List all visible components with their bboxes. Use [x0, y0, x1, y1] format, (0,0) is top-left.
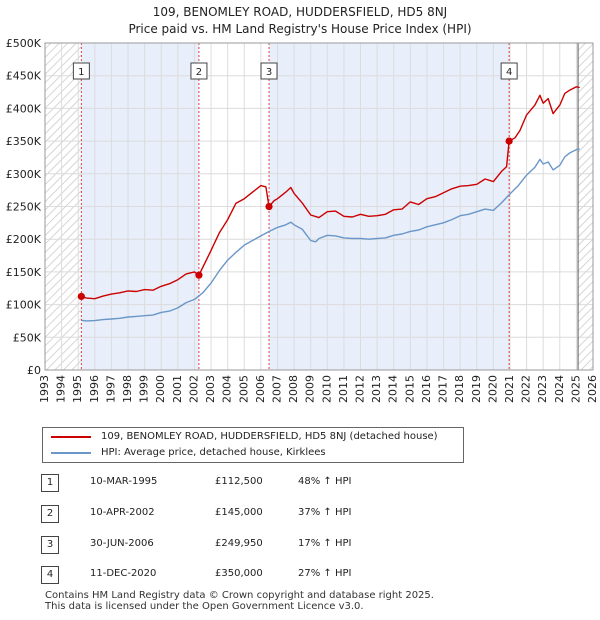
sale-marker — [265, 202, 273, 211]
sale-label-box — [260, 62, 278, 80]
transaction-number: 4 — [41, 566, 59, 584]
x-tick-label: 1999 — [138, 375, 151, 403]
x-tick-label: 2025 — [569, 375, 582, 403]
transaction-date: 10-APR-2002 — [90, 507, 155, 518]
y-tick-label: £250K — [6, 201, 42, 214]
x-tick-label: 2019 — [470, 375, 483, 403]
x-tick-label: 2023 — [536, 375, 549, 403]
x-tick-label: 1993 — [38, 375, 51, 403]
y-tick-label: £0 — [27, 364, 41, 377]
x-tick-label: 2006 — [254, 375, 267, 403]
chart-title-line1: 109, BENOMLEY ROAD, HUDDERSFIELD, HD5 8N… — [152, 5, 448, 19]
x-tick-label: 2007 — [270, 375, 283, 403]
chart-title-line2: Price paid vs. HM Land Registry's House … — [128, 22, 472, 36]
footer-copyright: Contains HM Land Registry data © Crown c… — [45, 590, 434, 601]
legend-swatch-property — [51, 436, 91, 438]
legend: 109, BENOMLEY ROAD, HUDDERSFIELD, HD5 8N… — [42, 427, 464, 463]
x-tick-label: 2003 — [204, 375, 217, 403]
transaction-row: 4 11-DEC-2020 £350,000 27% ↑ HPI — [0, 566, 600, 586]
y-tick-label: £100K — [6, 299, 42, 312]
x-tick-label: 2005 — [237, 375, 250, 403]
x-tick-label: 1996 — [88, 375, 101, 403]
x-tick-label: 2022 — [520, 375, 533, 403]
legend-label-hpi: HPI: Average price, detached house, Kirk… — [101, 447, 326, 458]
transaction-number: 3 — [41, 536, 59, 554]
x-tick-label: 2017 — [437, 375, 450, 403]
y-tick-label: £50K — [13, 331, 42, 344]
sale-label-text: 4 — [506, 67, 512, 78]
x-tick-label: 2026 — [586, 375, 599, 403]
x-tick-label: 2021 — [503, 375, 516, 403]
x-tick-label: 2016 — [420, 375, 433, 403]
x-tick-label: 2013 — [370, 375, 383, 403]
transaction-date: 30-JUN-2006 — [90, 538, 154, 549]
plot-frame — [44, 42, 594, 371]
sale-marker — [77, 292, 85, 301]
x-tick-label: 2015 — [403, 375, 416, 403]
x-tick-label: 2008 — [287, 375, 300, 403]
y-tick-label: £350K — [6, 135, 42, 148]
footer-licence: This data is licensed under the Open Gov… — [45, 601, 364, 612]
sale-label-text: 2 — [196, 67, 202, 78]
x-tick-label: 2018 — [453, 375, 466, 403]
transaction-hpi: 27% ↑ HPI — [298, 568, 352, 579]
property-price-line — [81, 86, 580, 300]
x-tick-label: 1995 — [71, 375, 84, 403]
x-tick-label: 1994 — [55, 375, 68, 403]
sale-label-text: 1 — [78, 67, 84, 78]
transaction-price: £145,000 — [215, 507, 263, 518]
y-tick-label: £150K — [6, 266, 42, 279]
transaction-row: 2 10-APR-2002 £145,000 37% ↑ HPI — [0, 505, 600, 525]
transaction-hpi: 37% ↑ HPI — [298, 507, 352, 518]
x-tick-label: 1997 — [104, 375, 117, 403]
sale-label-text: 3 — [266, 67, 272, 78]
transaction-hpi: 17% ↑ HPI — [298, 538, 352, 549]
x-tick-label: 2014 — [387, 375, 400, 403]
x-tick-label: 2012 — [354, 375, 367, 403]
transaction-price: £350,000 — [215, 568, 263, 579]
x-tick-label: 2009 — [304, 375, 317, 403]
transaction-number: 1 — [41, 474, 59, 492]
x-tick-label: 2024 — [553, 375, 566, 403]
x-tick-label: 2004 — [221, 375, 234, 403]
transaction-date: 10-MAR-1995 — [90, 476, 158, 487]
sale-marker — [195, 271, 203, 279]
x-tick-label: 1998 — [121, 375, 134, 403]
x-tick-label: 2000 — [154, 375, 167, 403]
legend-label-property: 109, BENOMLEY ROAD, HUDDERSFIELD, HD5 8N… — [101, 431, 438, 442]
y-tick-label: £500K — [6, 37, 42, 50]
x-tick-label: 2020 — [486, 375, 499, 403]
sale-label-box — [72, 62, 90, 80]
hpi-line — [81, 148, 580, 322]
price-chart: 1 2 3 4 £0 £50K £100K £150K £200K £250K £300K £350K… — [6, 37, 599, 403]
transaction-hpi: 48% ↑ HPI — [298, 476, 352, 487]
transaction-date: 11-DEC-2020 — [90, 568, 157, 579]
transaction-price: £112,500 — [215, 476, 263, 487]
legend-swatch-hpi — [51, 452, 91, 454]
transaction-row: 1 10-MAR-1995 £112,500 48% ↑ HPI — [0, 474, 600, 494]
y-tick-label: £400K — [6, 102, 42, 115]
sale-label-box — [190, 62, 208, 80]
x-tick-label: 2011 — [337, 375, 350, 403]
x-tick-label: 2001 — [171, 375, 184, 403]
sale-marker — [505, 137, 513, 145]
transaction-number: 2 — [41, 505, 59, 523]
transaction-price: £249,950 — [215, 538, 263, 549]
x-tick-label: 2002 — [187, 375, 200, 403]
x-tick-label: 2010 — [320, 375, 333, 403]
y-tick-label: £300K — [6, 168, 42, 181]
y-tick-label: £450K — [6, 70, 42, 83]
transaction-row: 3 30-JUN-2006 £249,950 17% ↑ HPI — [0, 536, 600, 556]
y-tick-label: £200K — [6, 233, 42, 246]
sale-label-box — [500, 62, 518, 80]
